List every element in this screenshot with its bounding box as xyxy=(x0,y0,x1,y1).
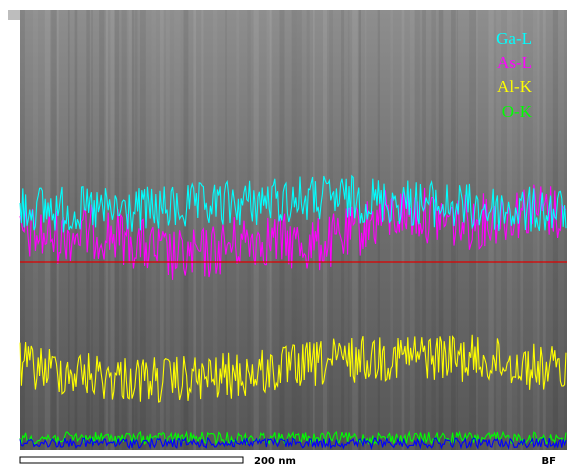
stripe xyxy=(475,10,478,450)
stripe xyxy=(131,10,135,450)
stripe xyxy=(74,10,78,450)
stripe xyxy=(183,10,189,450)
stripe xyxy=(438,10,444,450)
stripe xyxy=(279,10,285,450)
stripe xyxy=(390,10,393,450)
trace-al xyxy=(19,334,567,403)
stripe xyxy=(110,10,115,450)
trace-as xyxy=(19,184,567,280)
stripe xyxy=(422,10,426,450)
stripe xyxy=(236,10,240,450)
stripe xyxy=(520,10,524,450)
stripe xyxy=(247,10,250,450)
stripe xyxy=(377,10,381,450)
stripe xyxy=(139,10,146,450)
stripe xyxy=(121,10,127,450)
trace-ga xyxy=(19,174,567,233)
legend-as: As-L xyxy=(497,53,532,72)
trace-other xyxy=(19,436,567,451)
legend-o: O-K xyxy=(502,102,533,121)
stripe xyxy=(511,10,517,450)
legend-al: Al-K xyxy=(497,77,533,96)
stripe xyxy=(552,10,559,450)
traces xyxy=(19,174,567,451)
stripe xyxy=(269,10,273,450)
stripe xyxy=(160,10,164,450)
stripe xyxy=(352,10,358,450)
stripe xyxy=(312,10,315,450)
stripe xyxy=(322,10,328,450)
stripe xyxy=(134,10,138,450)
stripe xyxy=(296,10,302,450)
mode-label: BF xyxy=(542,456,556,467)
stripe xyxy=(165,10,170,450)
stripe xyxy=(306,10,310,450)
legend-ga: Ga-L xyxy=(496,29,532,48)
stripe xyxy=(32,10,39,450)
stripe xyxy=(253,10,259,450)
stripe xyxy=(128,10,133,450)
stripe xyxy=(67,10,70,450)
stripe xyxy=(86,10,90,450)
stripe xyxy=(91,10,93,450)
stripe xyxy=(358,10,362,450)
scale-label: 200 nm xyxy=(254,456,296,467)
stripe xyxy=(456,10,459,450)
stripe xyxy=(104,10,108,450)
stripe xyxy=(537,10,540,450)
stripe xyxy=(364,10,367,450)
stripe xyxy=(51,10,57,450)
stripe xyxy=(193,10,197,450)
trace-o xyxy=(19,430,567,446)
stripe xyxy=(542,10,546,450)
stripe xyxy=(431,10,436,450)
stripe xyxy=(56,10,59,450)
stripe xyxy=(225,10,227,450)
scale-bar xyxy=(19,456,244,464)
stripe xyxy=(401,10,405,450)
stripe xyxy=(506,10,512,450)
stripe xyxy=(532,10,538,450)
stripe xyxy=(99,10,106,450)
stripe xyxy=(341,10,345,450)
corner-marker xyxy=(8,10,20,20)
